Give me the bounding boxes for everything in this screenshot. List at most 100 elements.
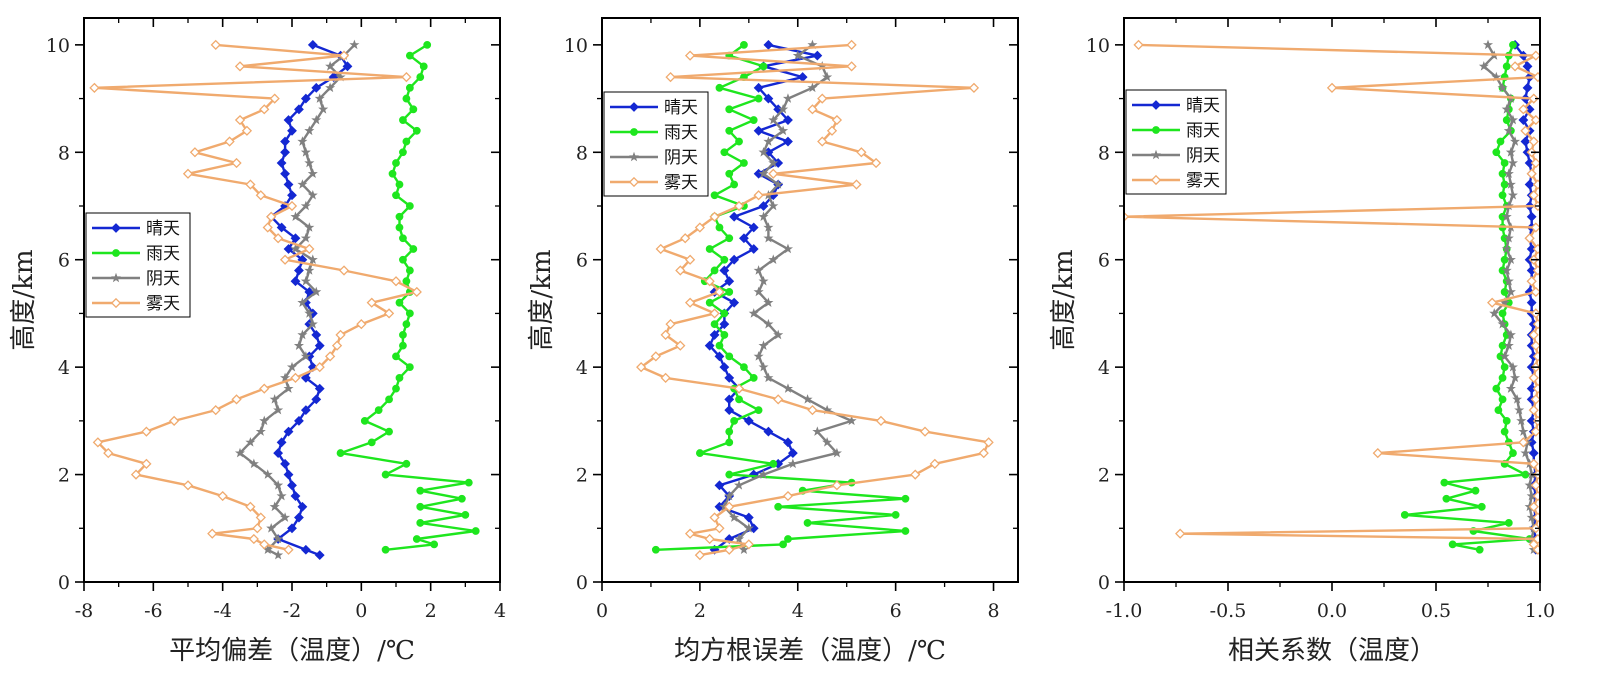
legend-marker-1 (112, 249, 120, 257)
data-point (774, 502, 783, 511)
data-point (763, 222, 774, 232)
x-tick-label: -6 (144, 600, 163, 622)
data-point (1526, 297, 1537, 308)
plot-area (636, 39, 994, 561)
data-point (141, 426, 152, 437)
data-point (1505, 286, 1516, 297)
data-point (1442, 494, 1451, 503)
data-point (1532, 71, 1540, 83)
data-point (1372, 447, 1383, 459)
data-point (314, 340, 325, 351)
data-point (338, 265, 350, 276)
data-point (684, 50, 696, 61)
data-point (724, 276, 735, 287)
data-point (304, 308, 315, 318)
data-point (304, 265, 315, 275)
data-point (1520, 136, 1531, 147)
data-point (311, 114, 322, 125)
data-point (287, 125, 297, 136)
data-point (300, 200, 311, 211)
data-point (1509, 40, 1517, 49)
data-point (385, 427, 393, 436)
data-point (401, 71, 412, 83)
data-point (753, 351, 764, 361)
data-point (294, 265, 304, 276)
data-point (1175, 528, 1186, 539)
data-point (314, 362, 325, 373)
data-point (1504, 519, 1513, 527)
data-point (304, 157, 315, 168)
data-point (1528, 190, 1539, 201)
data-point (210, 404, 221, 416)
data-point (273, 533, 284, 544)
data-point (280, 372, 291, 383)
data-point (709, 308, 720, 319)
data-point (234, 447, 246, 458)
data-point (331, 340, 343, 351)
data-point (399, 255, 407, 264)
data-point (1520, 447, 1531, 458)
data-point (1522, 82, 1533, 93)
data-point (287, 480, 297, 491)
data-point (1516, 415, 1527, 426)
data-point (748, 244, 759, 254)
data-point (749, 116, 758, 124)
data-point (1500, 427, 1509, 436)
data-point (245, 179, 256, 190)
data-point (719, 362, 730, 373)
data-point (1532, 179, 1540, 190)
data-point (787, 458, 798, 469)
plot-frame (601, 17, 1019, 583)
data-point (416, 502, 425, 511)
legend-label-1: 雨天 (1186, 121, 1220, 141)
data-point (405, 202, 414, 210)
data-point (705, 298, 714, 307)
legend-marker-2 (628, 151, 640, 162)
data-point (307, 189, 318, 200)
legend-label-2: 阴天 (1186, 146, 1220, 166)
legend-label-2: 阴天 (146, 269, 180, 289)
data-point (831, 480, 843, 491)
data-point (763, 372, 774, 383)
data-point (280, 512, 291, 522)
data-point (307, 318, 318, 329)
legend-label-1: 雨天 (664, 123, 698, 143)
data-point (758, 361, 769, 372)
data-point (1498, 341, 1507, 350)
data-point (381, 545, 390, 554)
data-point (782, 383, 794, 393)
data-point (245, 437, 256, 447)
data-point (325, 82, 336, 93)
data-point (399, 116, 407, 124)
data-point (276, 437, 287, 448)
data-point (395, 373, 404, 382)
data-point (234, 61, 246, 72)
data-point (695, 449, 704, 457)
data-point (1503, 275, 1514, 286)
data-point (255, 190, 266, 201)
x-tick-label: -4 (213, 600, 232, 622)
data-point (773, 394, 784, 405)
data-point (1532, 544, 1540, 555)
data-point (1507, 189, 1518, 200)
data-point (1526, 276, 1537, 287)
data-point (735, 137, 743, 146)
data-point (416, 519, 425, 527)
data-point (182, 168, 194, 179)
data-point (729, 297, 740, 308)
data-point (390, 276, 402, 287)
data-point (335, 329, 346, 341)
data-point (851, 179, 862, 190)
data-point (405, 83, 414, 92)
legend-label-0: 晴天 (146, 219, 180, 239)
data-point (1507, 114, 1518, 125)
data-point (769, 459, 778, 468)
data-point (1530, 286, 1540, 298)
data-point (1497, 82, 1508, 93)
data-point (797, 72, 808, 82)
data-point (1501, 265, 1512, 275)
data-point (1400, 510, 1409, 519)
data-point (283, 426, 294, 437)
